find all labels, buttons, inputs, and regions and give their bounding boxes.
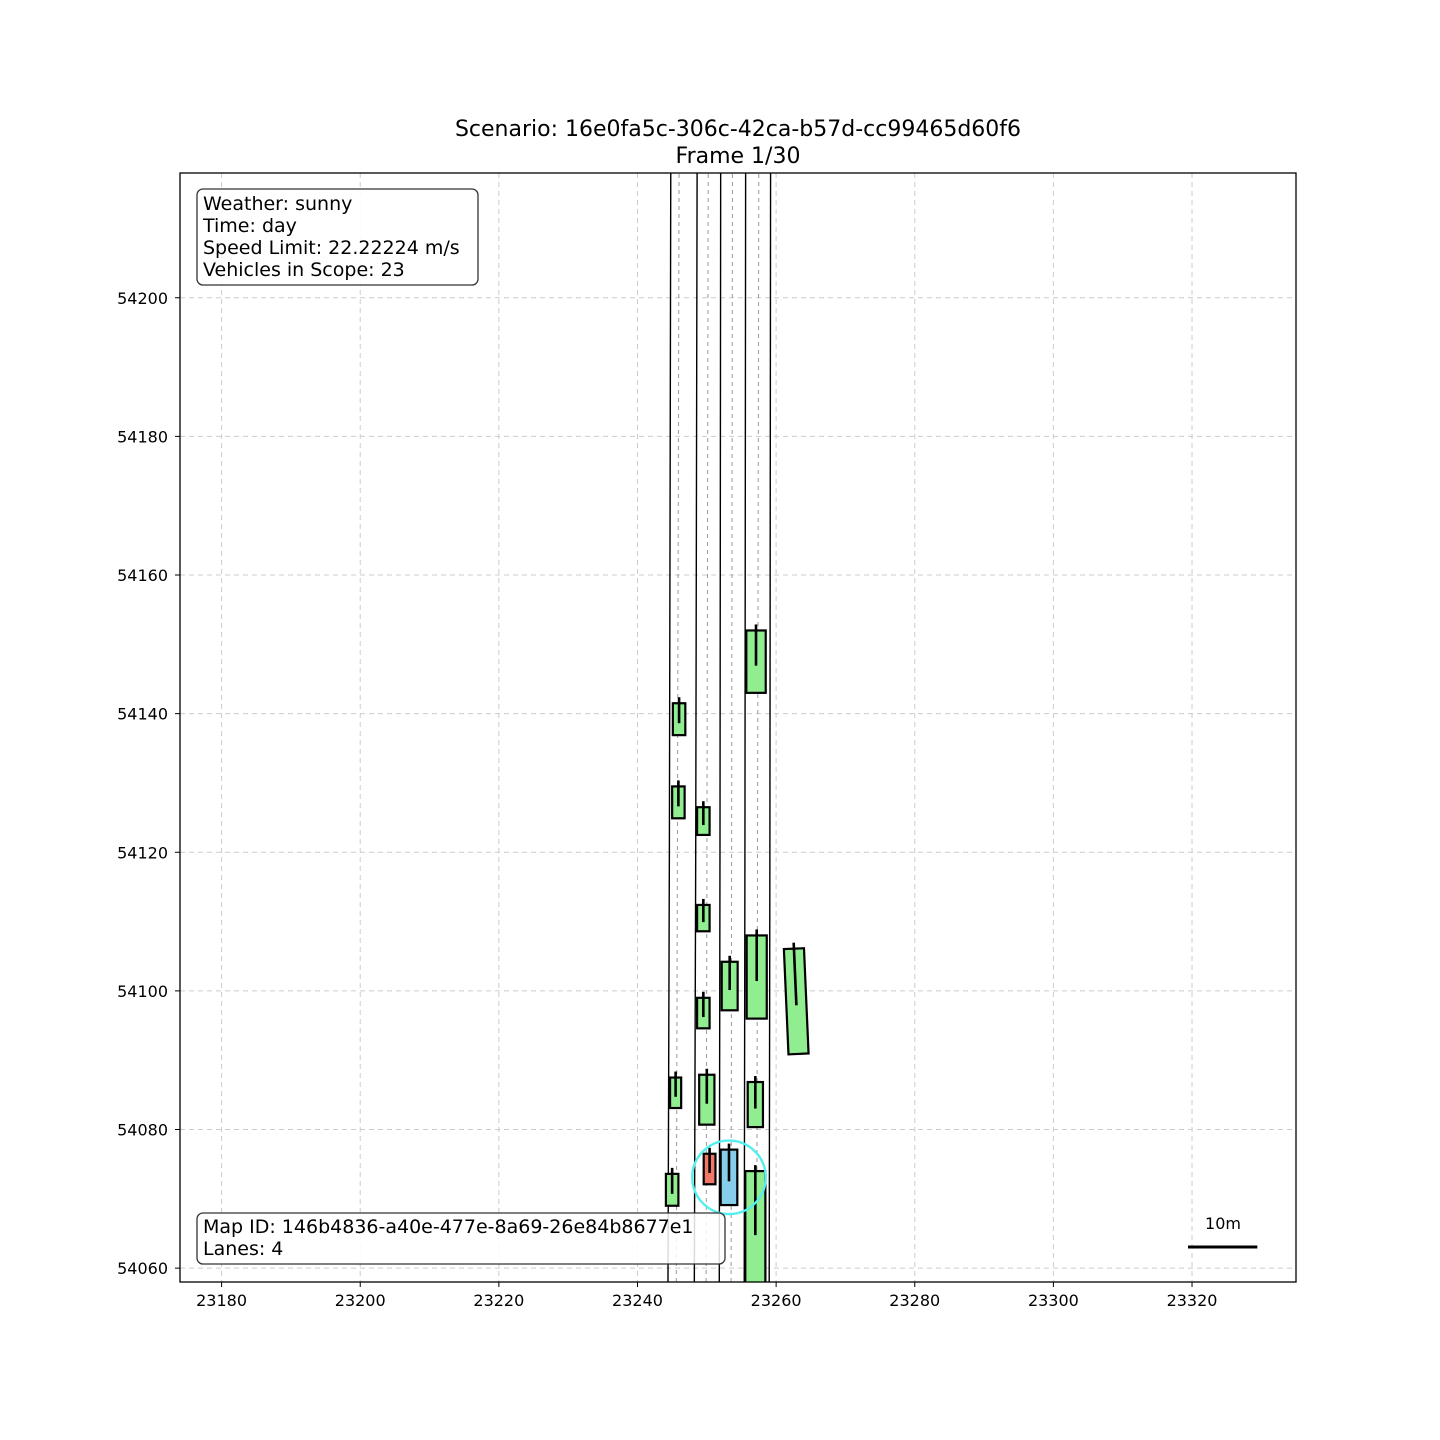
x-axis-ticks: 23180 23200 23220 23240 23260 23280 23300 23320: [196, 1282, 1217, 1310]
y-tick-label: 54100: [117, 982, 168, 1001]
x-tick-label: 23280: [889, 1291, 940, 1310]
vehicle: [696, 898, 711, 933]
heading-arrow: [792, 942, 798, 1006]
vehicle: [698, 1068, 716, 1126]
lane-boundary: [718, 173, 722, 1282]
map-info-box: Map ID: 146b4836-a40e-477e-8a69-26e84b86…: [196, 1212, 726, 1265]
map-info-box-background: [196, 1212, 726, 1265]
vehicle: [745, 929, 768, 1020]
lane-centerline: [730, 173, 733, 1282]
vehicle: [744, 1165, 767, 1282]
x-tick-label: 23260: [751, 1291, 802, 1310]
time-text: Time: day: [202, 215, 297, 237]
grid-lines: [180, 173, 1296, 1282]
y-tick-label: 54080: [117, 1121, 168, 1140]
vehicle: [664, 1167, 680, 1207]
x-tick-label: 23200: [335, 1291, 386, 1310]
lane-boundary: [667, 173, 672, 1282]
x-tick-label: 23300: [1028, 1291, 1079, 1310]
lane-boundary: [768, 173, 772, 1282]
x-tick-label: 23320: [1167, 1291, 1218, 1310]
y-axis-ticks: 54060 54080 54100 54120 54140 54160 54180 54200: [117, 289, 180, 1278]
info-box: Weather: sunny Time: day Speed Limit: 22…: [196, 188, 479, 286]
y-tick-label: 54060: [117, 1259, 168, 1278]
y-tick-label: 54200: [117, 289, 168, 308]
weather-text: Weather: sunny: [203, 193, 352, 215]
vehicles-layer: [664, 624, 810, 1282]
frame-title: Frame 1/30: [676, 144, 801, 169]
scenario-title: Scenario: 16e0fa5c-306c-42ca-b57d-cc9946…: [455, 117, 1021, 142]
vehicle-count-text: Vehicles in Scope: 23: [203, 259, 405, 281]
vehicle: [746, 1076, 765, 1129]
vehicle: [668, 1071, 683, 1110]
ego-vehicle: [719, 1143, 739, 1207]
lane-boundary: [693, 173, 698, 1282]
speed-limit-text: Speed Limit: 22.22224 m/s: [203, 237, 460, 259]
x-tick-label: 23180: [196, 1291, 247, 1310]
vehicle: [671, 780, 686, 820]
scale-bar-label: 10m: [1205, 1214, 1241, 1233]
lanes-count-text: Lanes: 4: [203, 1238, 283, 1260]
target-vehicle: [702, 1147, 717, 1186]
y-tick-label: 54180: [117, 427, 168, 446]
y-tick-label: 54160: [117, 566, 168, 585]
vehicle: [782, 942, 810, 1056]
vehicle: [671, 697, 687, 737]
lane-boundary: [743, 173, 747, 1282]
scale-bar: 10m: [1188, 1214, 1258, 1249]
y-tick-label: 54140: [117, 705, 168, 724]
x-tick-label: 23240: [612, 1291, 663, 1310]
info-box-background: [196, 188, 479, 286]
ego-highlight-circle: [691, 1139, 767, 1216]
map-id-text: Map ID: 146b4836-a40e-477e-8a69-26e84b86…: [203, 1216, 694, 1238]
x-tick-label: 23220: [473, 1291, 524, 1310]
y-tick-label: 54120: [117, 843, 168, 862]
vehicle: [720, 955, 739, 1012]
vehicle: [696, 991, 711, 1030]
axes-frame: [179, 172, 1297, 1283]
vehicle: [696, 801, 711, 837]
vehicle: [745, 624, 767, 694]
